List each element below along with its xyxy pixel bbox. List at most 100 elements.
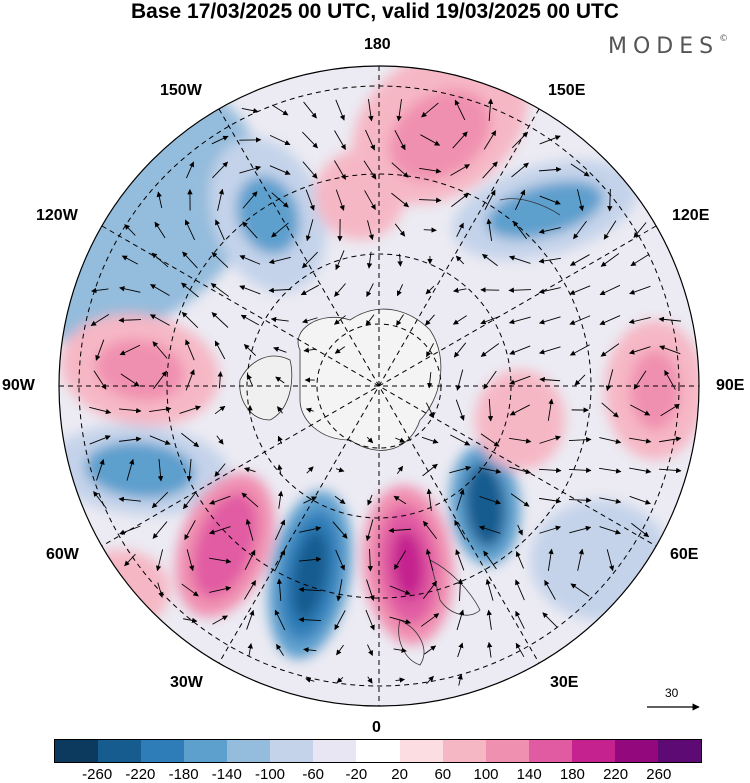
- colorbar-tick-label: -260: [82, 766, 113, 783]
- wind-vector: [421, 102, 439, 118]
- wind-vector: [479, 467, 502, 474]
- wind-vector: [511, 162, 529, 178]
- wind-vector: [241, 492, 259, 508]
- wind-vector: [155, 549, 164, 572]
- wind-vector: [599, 526, 621, 535]
- wind-vector: [419, 167, 442, 174]
- wind-vector: [276, 643, 284, 656]
- wind-vector: [482, 161, 498, 179]
- anomaly-region: [292, 530, 328, 620]
- wind-vector: [245, 518, 254, 541]
- wind-vector: [456, 609, 465, 631]
- wind-vector: [90, 314, 110, 326]
- wind-vector: [209, 557, 232, 564]
- wind-vector: [538, 346, 561, 355]
- wind-vector: [298, 617, 322, 623]
- colorbar-segment: [98, 740, 142, 762]
- wind-vector: [486, 641, 493, 658]
- wind-vector: [269, 165, 291, 175]
- wind-vector: [450, 164, 470, 176]
- colorbar-tick-label: 260: [646, 766, 672, 783]
- wind-vector: [539, 195, 561, 205]
- wind-vector: [631, 522, 650, 538]
- wind-vector: [211, 312, 229, 328]
- wind-vector: [365, 129, 375, 151]
- wind-vector: [542, 612, 558, 628]
- wind-vector: [244, 549, 256, 571]
- wind-vector: [298, 586, 322, 593]
- anomaly-region: [630, 350, 680, 430]
- wind-vector: [335, 189, 345, 211]
- wind-vector: [539, 376, 561, 383]
- wind-vector: [396, 465, 404, 475]
- wind-vector: [239, 165, 262, 174]
- wind-vector: [334, 160, 346, 180]
- wind-vector: [421, 436, 439, 444]
- wind-vector: [217, 188, 225, 211]
- wind-vector: [183, 617, 198, 624]
- wind-vector: [209, 526, 231, 535]
- colorbar-segment: [184, 740, 228, 762]
- wind-vector: [303, 347, 317, 353]
- anomaly-region: [530, 500, 670, 620]
- wind-vector: [152, 521, 168, 539]
- wind-vector: [485, 578, 494, 601]
- lon-label-150w: 150W: [160, 82, 202, 99]
- wind-vector: [480, 316, 500, 325]
- wind-vector: [367, 548, 373, 572]
- lon-label-90e: 90E: [716, 377, 745, 394]
- wind-vector: [510, 493, 530, 507]
- wind-vector: [212, 161, 228, 179]
- wind-vector: [305, 189, 315, 211]
- reference-vector-label: 30: [665, 686, 679, 700]
- wind-vector: [628, 317, 651, 325]
- wind-vector: [456, 489, 465, 511]
- wind-vector: [179, 405, 201, 414]
- wind-vector: [479, 496, 501, 505]
- wind-vector: [186, 161, 195, 179]
- wind-vector: [119, 436, 142, 442]
- brand-logo: MODES©: [608, 34, 728, 59]
- anomaly-region: [192, 492, 258, 598]
- wind-vector: [334, 495, 346, 505]
- wind-vector: [299, 526, 322, 533]
- wind-vector: [305, 677, 315, 683]
- colorbar-segment: [399, 740, 443, 762]
- wind-vector: [119, 344, 141, 356]
- wind-vector: [517, 524, 523, 536]
- colorbar-tick-label: 20: [391, 766, 408, 783]
- wind-vector: [425, 548, 434, 571]
- wind-vector: [126, 458, 135, 481]
- wind-vector: [301, 251, 318, 269]
- wind-vector: [509, 255, 531, 264]
- wind-vector: [181, 583, 199, 597]
- wind-vector: [300, 284, 319, 296]
- wind-vector: [487, 398, 494, 422]
- wind-vector: [454, 99, 466, 121]
- wind-vector: [599, 467, 622, 474]
- wind-vector: [211, 135, 229, 145]
- wind-vector: [487, 98, 494, 122]
- wind-vector: [457, 673, 463, 686]
- wind-vector: [479, 525, 501, 534]
- wind-vector: [394, 223, 406, 237]
- colorbar-tick-label: -180: [168, 766, 199, 783]
- wind-vector: [577, 189, 585, 212]
- wind-vector: [388, 527, 412, 534]
- wind-vector: [150, 284, 170, 296]
- lon-label-120e: 120E: [672, 207, 710, 224]
- wind-vector: [539, 435, 561, 444]
- wind-vector: [367, 220, 374, 241]
- wind-vector: [242, 221, 258, 239]
- wind-vector: [153, 370, 167, 390]
- colorbar-segment: [227, 740, 271, 762]
- wind-vector: [186, 549, 195, 572]
- wind-vector: [365, 609, 375, 631]
- wind-vector: [96, 459, 105, 481]
- wind-vector: [538, 166, 562, 173]
- lon-label-150e: 150E: [548, 82, 586, 99]
- wind-vector: [509, 404, 530, 416]
- colorbar: [54, 739, 702, 763]
- wind-vector: [629, 285, 651, 295]
